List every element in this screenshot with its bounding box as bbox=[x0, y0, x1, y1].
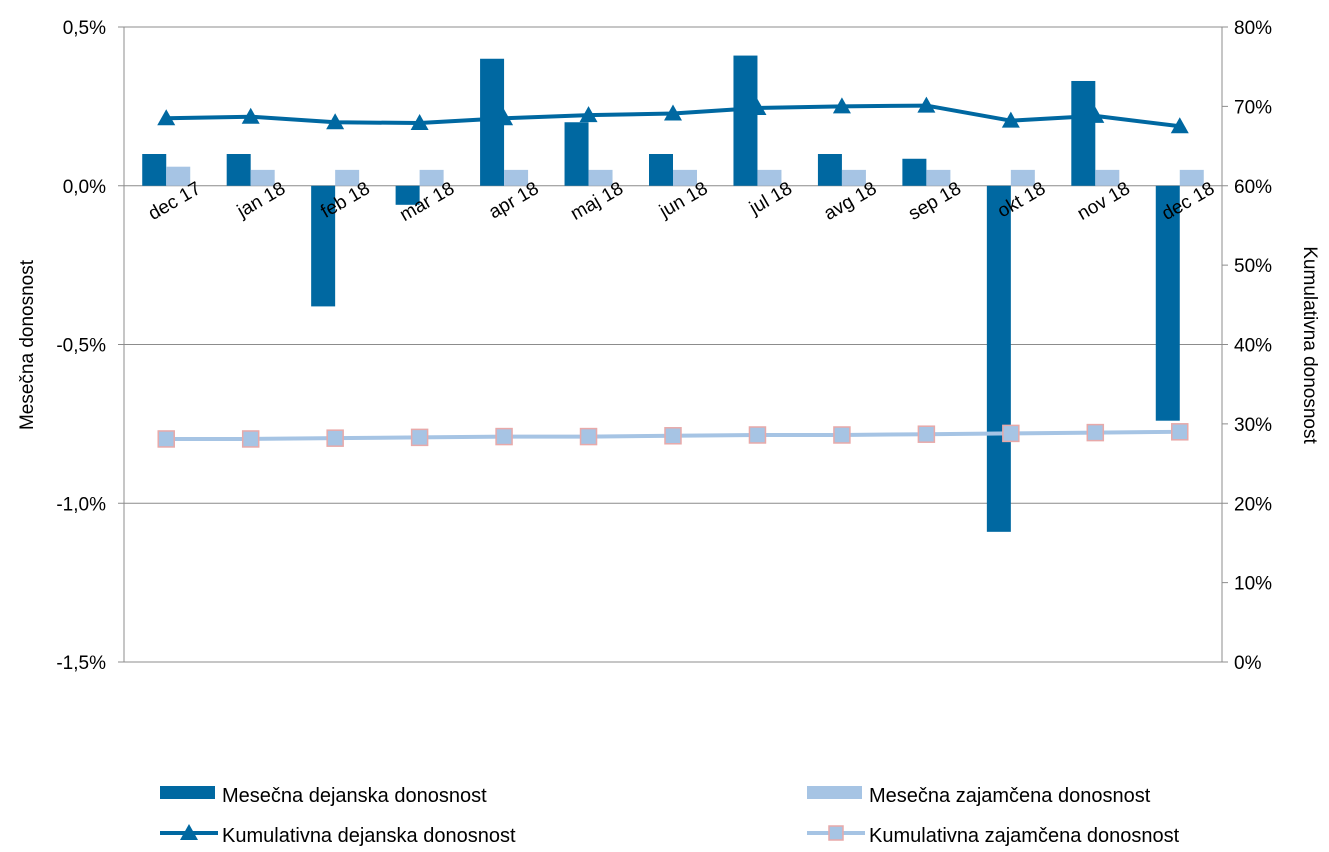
right-tick-label-3: 50% bbox=[1234, 256, 1272, 277]
right-tick-label-8: 0% bbox=[1234, 653, 1262, 674]
point-kumulativna-dejanska-6 bbox=[664, 104, 682, 121]
point-kumulativna-zajamcena-9 bbox=[917, 425, 936, 443]
bar-zajamcena-8 bbox=[841, 169, 866, 186]
right-tick-labels: 80% 70% 60% 50% 40% 30% 20% 10% 0% bbox=[1234, 18, 1272, 674]
bar-dejanska-12 bbox=[1155, 185, 1180, 421]
bar-zajamcena-4 bbox=[504, 169, 529, 186]
point-kumulativna-dejanska-1 bbox=[241, 107, 260, 124]
point-kumulativna-zajamcena-3 bbox=[410, 428, 429, 447]
right-tick-label-2: 60% bbox=[1234, 177, 1272, 198]
point-kumulativna-dejanska-12 bbox=[1170, 117, 1189, 134]
bar-zajamcena-12 bbox=[1179, 169, 1204, 186]
bar-zajamcena-10 bbox=[1010, 169, 1035, 186]
bar-dejanska-8 bbox=[817, 154, 842, 186]
point-kumulativna-dejanska-0 bbox=[157, 109, 176, 126]
bar-zajamcena-3 bbox=[419, 169, 444, 186]
bar-dejanska-11 bbox=[1071, 80, 1096, 186]
point-kumulativna-dejanska-10 bbox=[1001, 111, 1020, 128]
point-kumulativna-dejanska-4 bbox=[495, 109, 514, 126]
bar-dejanska-2 bbox=[311, 185, 336, 307]
bar-zajamcena-11 bbox=[1095, 169, 1120, 186]
point-kumulativna-zajamcena-2 bbox=[326, 429, 344, 447]
bar-zajamcena-2 bbox=[335, 169, 360, 186]
right-axis-title: Kumulativna donosnost bbox=[1299, 246, 1320, 444]
right-tick-label-7: 10% bbox=[1234, 574, 1272, 595]
legend-marker-line-dejanska bbox=[180, 824, 198, 840]
right-tick-label-0: 80% bbox=[1234, 18, 1272, 39]
point-kumulativna-zajamcena-11 bbox=[1086, 423, 1105, 442]
bar-dejanska-5 bbox=[564, 122, 589, 186]
point-kumulativna-dejanska-2 bbox=[326, 113, 345, 130]
legend-swatch-bar-dejanska bbox=[160, 786, 215, 799]
bar-zajamcena-5 bbox=[588, 169, 613, 186]
point-kumulativna-zajamcena-12 bbox=[1171, 423, 1189, 441]
legend-label-line-zajamcena: Kumulativna zajamčena donosnost bbox=[869, 825, 1180, 847]
bar-zajamcena-7 bbox=[757, 169, 782, 186]
point-kumulativna-zajamcena-0 bbox=[157, 430, 175, 448]
point-kumulativna-zajamcena-4 bbox=[495, 427, 513, 446]
bar-dejanska-6 bbox=[649, 154, 673, 186]
axes bbox=[118, 26, 1228, 663]
bar-dejanska-10 bbox=[986, 185, 1011, 532]
bar-dejanska-7 bbox=[733, 55, 758, 186]
right-tick-label-6: 20% bbox=[1234, 494, 1272, 515]
left-tick-label-3: -1,0% bbox=[56, 494, 106, 515]
left-tick-labels: 0,5% 0,0% -0,5% -1,0% -1,5% bbox=[56, 18, 106, 674]
legend-label-bar-zajamcena: Mesečna zajamčena donosnost bbox=[869, 785, 1151, 807]
point-kumulativna-dejanska-5 bbox=[579, 106, 598, 123]
point-kumulativna-dejanska-3 bbox=[410, 114, 429, 131]
bar-dejanska-0 bbox=[142, 154, 167, 186]
bar-zajamcena-9 bbox=[926, 169, 951, 186]
legend-marker-line-zajamcena bbox=[828, 825, 844, 841]
point-kumulativna-zajamcena-5 bbox=[579, 427, 598, 446]
point-kumulativna-zajamcena-8 bbox=[833, 426, 851, 444]
point-kumulativna-zajamcena-6 bbox=[664, 427, 682, 445]
gridlines bbox=[124, 26, 1222, 663]
left-tick-label-1: 0,0% bbox=[63, 177, 106, 198]
bar-zajamcena-0 bbox=[166, 166, 191, 186]
bar-zajamcena-1 bbox=[250, 169, 275, 186]
bar-dejanska-1 bbox=[226, 154, 251, 186]
point-kumulativna-dejanska-8 bbox=[832, 97, 851, 114]
legend-swatch-bar-zajamcena bbox=[807, 786, 862, 799]
bar-zajamcena-6 bbox=[673, 169, 697, 186]
point-kumulativna-dejanska-9 bbox=[917, 96, 936, 113]
lines bbox=[157, 96, 1189, 448]
right-tick-label-1: 70% bbox=[1234, 97, 1272, 118]
point-kumulativna-zajamcena-1 bbox=[241, 430, 260, 448]
left-tick-label-4: -1,5% bbox=[56, 653, 106, 674]
point-kumulativna-zajamcena-10 bbox=[1002, 424, 1020, 443]
point-kumulativna-zajamcena-7 bbox=[748, 426, 767, 444]
legend-label-line-dejanska: Kumulativna dejanska donosnost bbox=[222, 825, 516, 847]
bar-dejanska-9 bbox=[902, 158, 927, 186]
point-kumulativna-dejanska-7 bbox=[748, 98, 767, 115]
left-axis-title: Mesečna donosnost bbox=[17, 259, 38, 430]
point-kumulativna-dejanska-11 bbox=[1086, 106, 1105, 123]
bar-dejanska-3 bbox=[395, 185, 420, 205]
right-tick-label-4: 40% bbox=[1234, 336, 1272, 357]
bars bbox=[142, 55, 1204, 532]
legend: Mesečna dejanska donosnost Mesečna zajamč… bbox=[160, 785, 1180, 847]
right-tick-label-5: 30% bbox=[1234, 415, 1272, 436]
left-tick-label-2: -0,5% bbox=[56, 336, 106, 357]
legend-label-bar-dejanska: Mesečna dejanska donosnost bbox=[222, 785, 487, 807]
left-tick-label-0: 0,5% bbox=[63, 18, 106, 39]
